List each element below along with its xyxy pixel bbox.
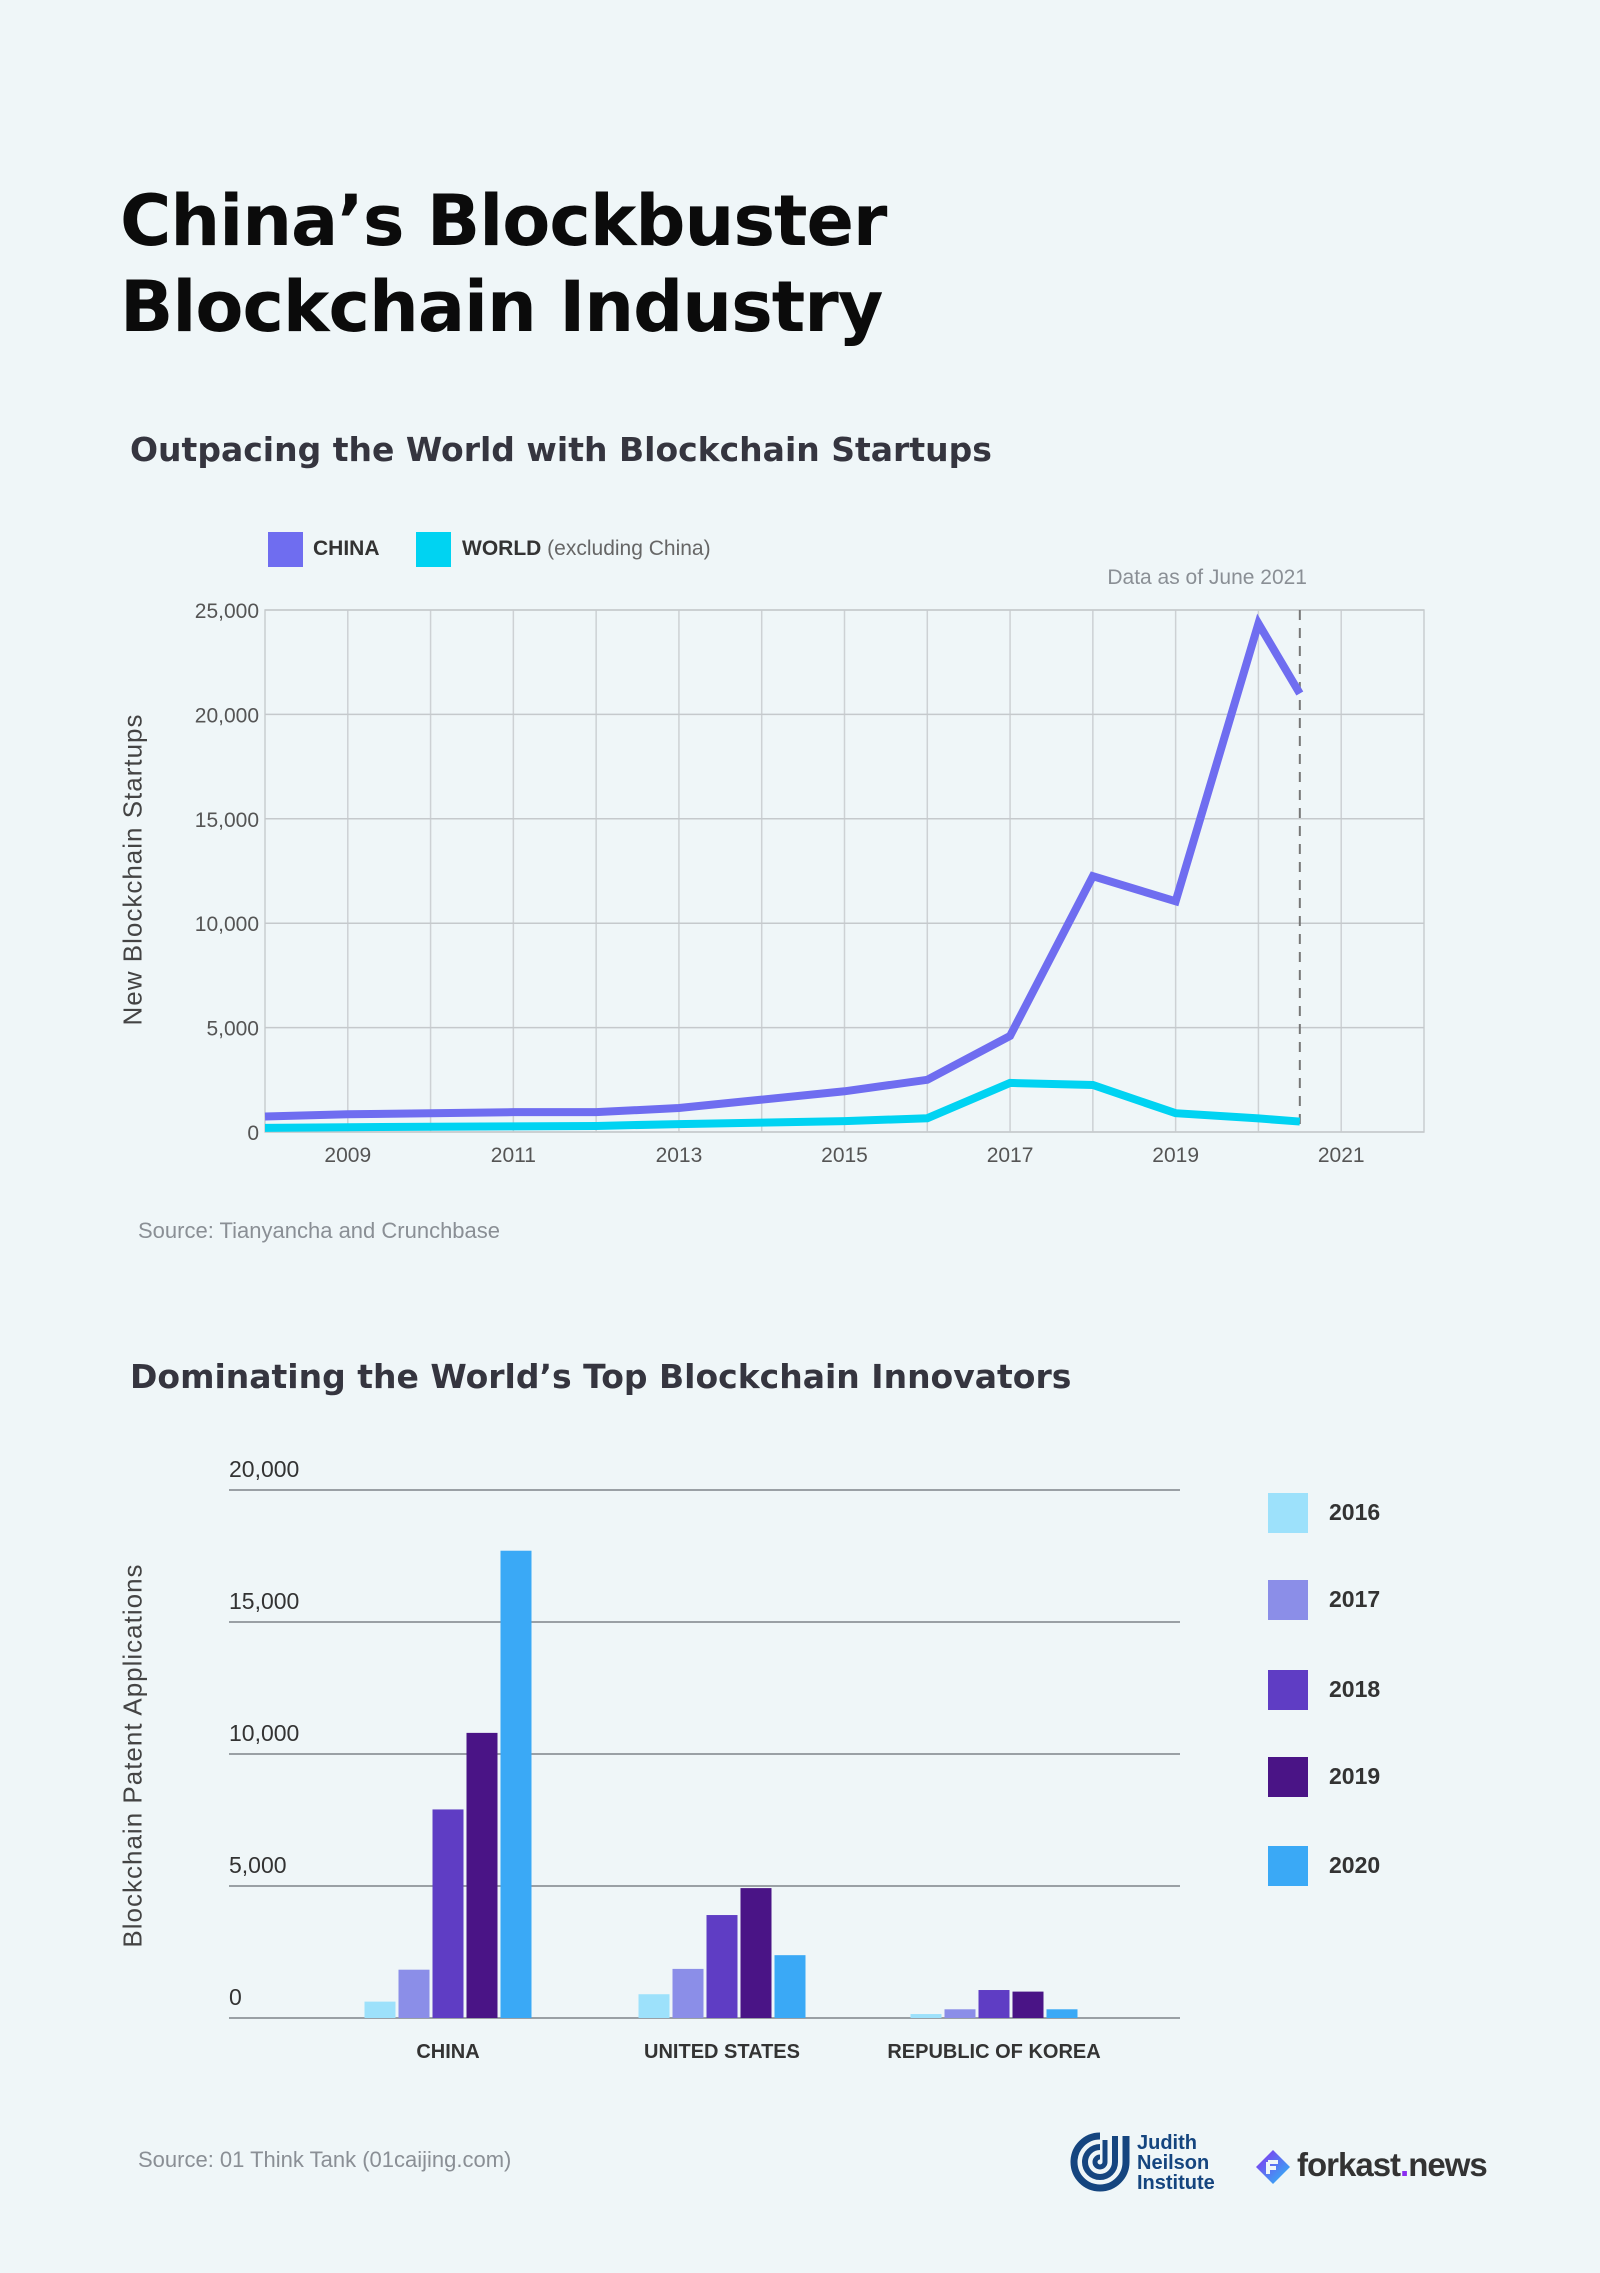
bar-2018: [432, 1809, 464, 2018]
x-tick-label: 2019: [1152, 1144, 1199, 1167]
y-tick-label: 15,000: [229, 1588, 299, 1614]
bar-2016: [910, 2014, 942, 2018]
legend-swatch-2019: [1268, 1757, 1308, 1797]
series-line-china: [264, 613, 1304, 1121]
bar-chart-title: Dominating the World’s Top Blockchain In…: [130, 1357, 1072, 1396]
category-label: CHINA: [416, 2041, 479, 2063]
legend-label-2020: 2020: [1329, 1852, 1381, 1878]
x-tick-label: 2011: [491, 1144, 536, 1167]
bar-2018: [706, 1915, 738, 2018]
y-tick-label: 5,000: [229, 1852, 287, 1878]
bar-2017: [672, 1968, 704, 2018]
legend-label-2019: 2019: [1329, 1763, 1381, 1789]
bar-2019: [740, 1888, 772, 2018]
y-tick-label: 15,000: [195, 809, 259, 832]
bar-2017: [398, 1969, 430, 2018]
legend-swatch-2017: [1268, 1580, 1308, 1620]
jni-logo-text: Judith Neilson Institute: [1137, 2133, 1215, 2193]
bar-2018: [978, 1990, 1010, 2018]
y-tick-label: 10,000: [229, 1720, 299, 1746]
bar-chart-source: Source: 01 Think Tank (01caijing.com): [138, 2147, 512, 2172]
y-tick-label: 20,000: [229, 1456, 299, 1482]
legend-label-2017: 2017: [1329, 1586, 1381, 1612]
bar-2020: [500, 1550, 532, 2018]
page-title: China’s Blockbuster Blockchain Industry: [120, 178, 887, 350]
legend-swatch-china: [268, 532, 303, 567]
jni-logo-icon: [1068, 2130, 1132, 2194]
y-tick-label: 0: [229, 1984, 242, 2010]
category-label: UNITED STATES: [644, 2041, 800, 2063]
x-tick-label: 2021: [1318, 1144, 1365, 1167]
bar-2020: [1046, 2009, 1078, 2018]
legend-world-name: WORLD: [462, 537, 542, 560]
legend-label-2016: 2016: [1329, 1499, 1381, 1525]
y-tick-label: 25,000: [195, 600, 259, 623]
legend-swatch-world: [416, 532, 451, 567]
bar-2016: [364, 2001, 396, 2018]
jni-line-1: Judith: [1137, 2132, 1197, 2154]
forkast-logo-text: forkast.news: [1297, 2146, 1488, 2184]
y-tick-label: 10,000: [195, 913, 259, 936]
data-date-note: Data as of June 2021: [1107, 566, 1307, 589]
legend-swatch-2018: [1268, 1670, 1308, 1710]
x-tick-label: 2015: [821, 1144, 868, 1167]
x-tick-label: 2017: [987, 1144, 1034, 1167]
forkast-logo-icon: [1254, 2148, 1292, 2186]
forkast-dot: .: [1400, 2146, 1409, 2183]
legend-label-china: CHINA: [313, 537, 380, 560]
bar-2019: [1012, 1991, 1044, 2018]
legend-label-world: WORLD (excluding China): [462, 537, 711, 561]
legend-label-2018: 2018: [1329, 1676, 1381, 1702]
bar-2017: [944, 2009, 976, 2018]
forkast-tld: news: [1408, 2146, 1488, 2183]
category-label: REPUBLIC OF KOREA: [887, 2041, 1100, 2063]
jni-line-2: Neilson: [1137, 2152, 1210, 2174]
y-tick-label: 20,000: [195, 704, 259, 727]
bar-2019: [466, 1732, 498, 2018]
bar-2020: [774, 1955, 806, 2018]
legend-swatch-2016: [1268, 1493, 1308, 1533]
line-chart-title: Outpacing the World with Blockchain Star…: [130, 430, 992, 469]
bar-2016: [638, 1994, 670, 2018]
forkast-word: forkast: [1297, 2146, 1401, 2183]
series-line-world: [264, 1078, 1301, 1132]
legend-world-extra: (excluding China): [547, 537, 711, 560]
line-chart-source: Source: Tianyancha and Crunchbase: [138, 1218, 501, 1243]
y-tick-label: 5,000: [206, 1018, 259, 1041]
x-tick-label: 2013: [656, 1144, 703, 1167]
x-tick-label: 2009: [324, 1144, 371, 1167]
title-line-2: Blockchain Industry: [120, 266, 883, 348]
legend-swatch-2020: [1268, 1846, 1308, 1886]
title-line-1: China’s Blockbuster: [120, 180, 887, 262]
y-tick-label: 0: [247, 1122, 259, 1145]
jni-line-3: Institute: [1137, 2172, 1215, 2194]
